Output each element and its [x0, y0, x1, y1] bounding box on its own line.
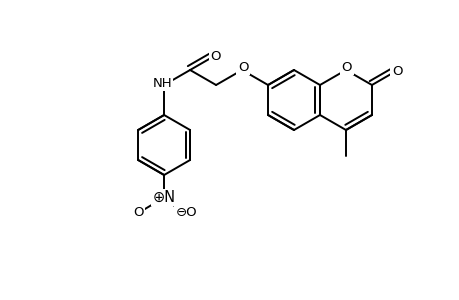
Text: O: O [341, 61, 352, 74]
Text: NH: NH [152, 76, 172, 89]
Text: O: O [133, 206, 144, 220]
Text: ⊖O: ⊖O [175, 206, 196, 218]
Text: O: O [210, 50, 220, 63]
Text: ⊕N: ⊕N [152, 190, 175, 205]
Text: O: O [237, 61, 248, 74]
Text: O: O [391, 65, 402, 78]
